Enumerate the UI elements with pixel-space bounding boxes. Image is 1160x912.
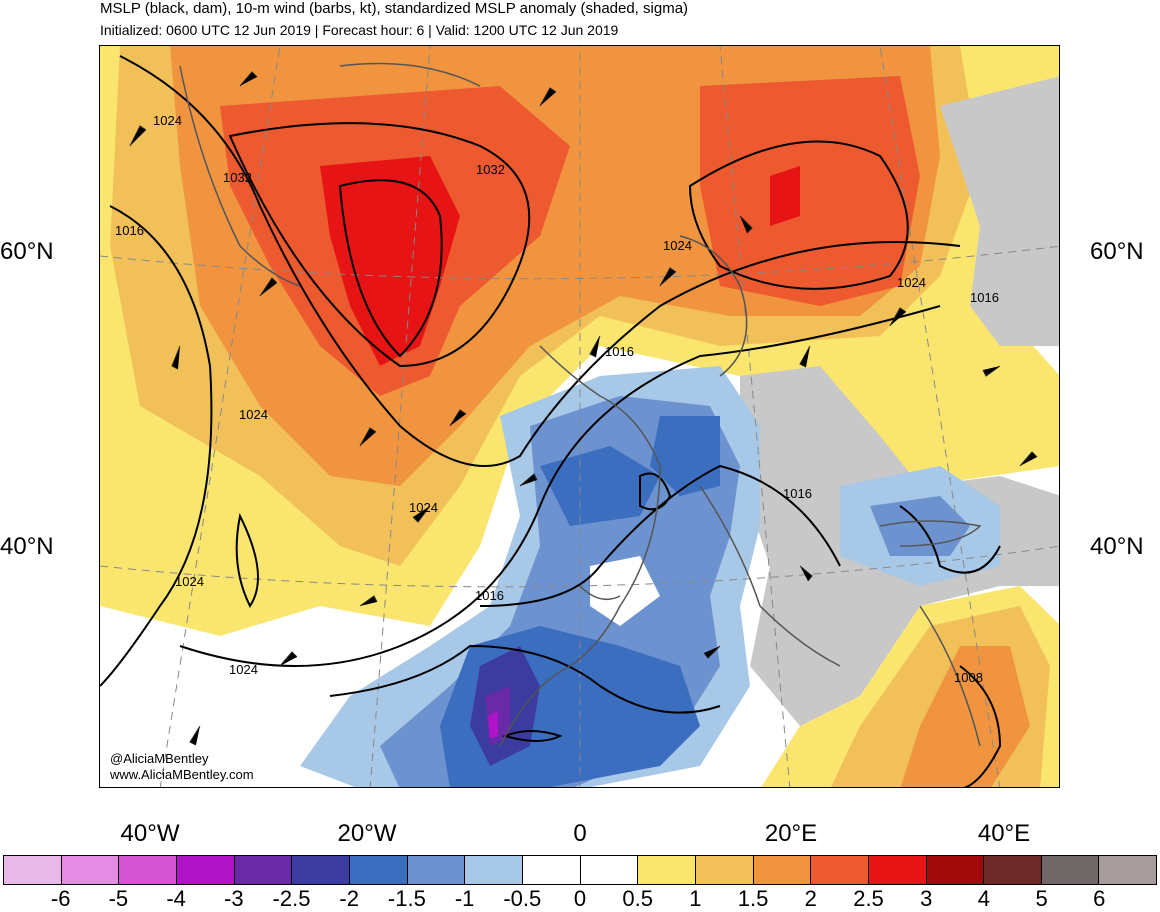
colorbar-swatch (292, 856, 350, 884)
colorbar-swatch (984, 856, 1042, 884)
contour-label: 1016 (970, 290, 999, 305)
colorbar-swatch (119, 856, 177, 884)
colorbar-swatch (176, 856, 235, 884)
colorbar-tick-label: -2 (339, 886, 359, 911)
colorbar-tick-label: -5 (108, 886, 129, 911)
colorbar-tick-label: -0.5 (503, 886, 542, 911)
lat-label-60n-right: 60°N (1090, 238, 1144, 265)
colorbar-swatch (522, 856, 581, 884)
colorbar-tick-label: 6 (1093, 886, 1106, 911)
contour-label: 1032 (476, 162, 505, 177)
contour-label: 1016 (475, 588, 504, 603)
colorbar-tick-label: 2 (804, 886, 817, 911)
colorbar-tick-label: -4 (166, 886, 186, 911)
colorbar-tick-label: 2.5 (853, 886, 884, 911)
lon-label: 20°W (337, 820, 397, 847)
contour-label: 1016 (783, 486, 812, 501)
colorbar-tick-label: 5 (1035, 886, 1048, 911)
colorbar-tick-label: 0 (573, 886, 587, 911)
coastlines (179, 62, 982, 747)
lon-label: 0 (573, 820, 587, 847)
colorbar-swatch (4, 856, 62, 884)
credit-handle: @AliciaMBentley (110, 751, 209, 766)
contour-label: 1024 (897, 275, 926, 290)
map-panel: 1024 1032 1016 1032 1024 1024 1016 1016 … (99, 45, 1060, 788)
contour-label: 1008 (954, 670, 983, 685)
contour-label: 1024 (239, 407, 268, 422)
colorbar-swatch (349, 856, 408, 884)
contour-label: 1024 (229, 662, 258, 677)
lat-label-40n-right: 40°N (1090, 533, 1144, 560)
colorbar-tick-label: -2.5 (272, 886, 311, 911)
contour-label: 1016 (605, 344, 634, 359)
lat-label-40n-left: 40°N (0, 533, 54, 560)
map-title: MSLP (black, dam), 10-m wind (barbs, kt)… (100, 0, 689, 17)
colorbar-tick-label: 1 (689, 886, 702, 911)
map-subtitle: Initialized: 0600 UTC 12 Jun 2019 | Fore… (100, 22, 619, 38)
colorbar-swatch (465, 856, 523, 884)
lon-label: 40°W (120, 820, 180, 847)
contour-label: 1024 (153, 113, 182, 128)
colorbar-tick-label: 0.5 (622, 886, 653, 911)
colorbar-swatch (695, 856, 754, 884)
colorbar-swatch (61, 856, 120, 884)
credit-url: www.AliciaMBentley.com (110, 767, 254, 782)
contour-label: 1024 (175, 574, 204, 589)
colorbar-tick-label: 4 (977, 886, 991, 911)
colorbar-swatch (1041, 856, 1100, 884)
contour-label: 1024 (409, 500, 438, 515)
colorbar-tick-label: -3 (224, 886, 244, 911)
contour-label: 1032 (223, 170, 252, 185)
lon-label: 20°E (764, 820, 818, 847)
wind-barbs (129, 71, 1038, 746)
colorbar-swatch (580, 856, 639, 884)
contour-label: 1016 (115, 223, 144, 238)
colorbar-swatch (926, 856, 985, 884)
colorbar (3, 855, 1157, 885)
colorbar-tick-label: 1.5 (737, 886, 769, 911)
colorbar-tick-label: -1 (454, 886, 475, 911)
lon-label: 40°E (977, 820, 1031, 847)
colorbar-swatch (234, 856, 293, 884)
credit: @AliciaMBentley www.AliciaMBentley.com (110, 751, 254, 783)
lat-label-60n-left: 60°N (0, 238, 54, 265)
colorbar-swatch (753, 856, 812, 884)
colorbar-swatch (868, 856, 927, 884)
colorbar-tick-label: -6 (50, 886, 71, 911)
contour-label: 1024 (663, 238, 692, 253)
anomaly-map (100, 46, 1059, 787)
colorbar-tick-label: 3 (920, 886, 933, 911)
colorbar-swatch (811, 856, 869, 884)
colorbar-tick-label: -1.5 (387, 886, 426, 911)
colorbar-swatch (1099, 856, 1157, 884)
colorbar-swatch (638, 856, 696, 884)
colorbar-swatch (407, 856, 466, 884)
